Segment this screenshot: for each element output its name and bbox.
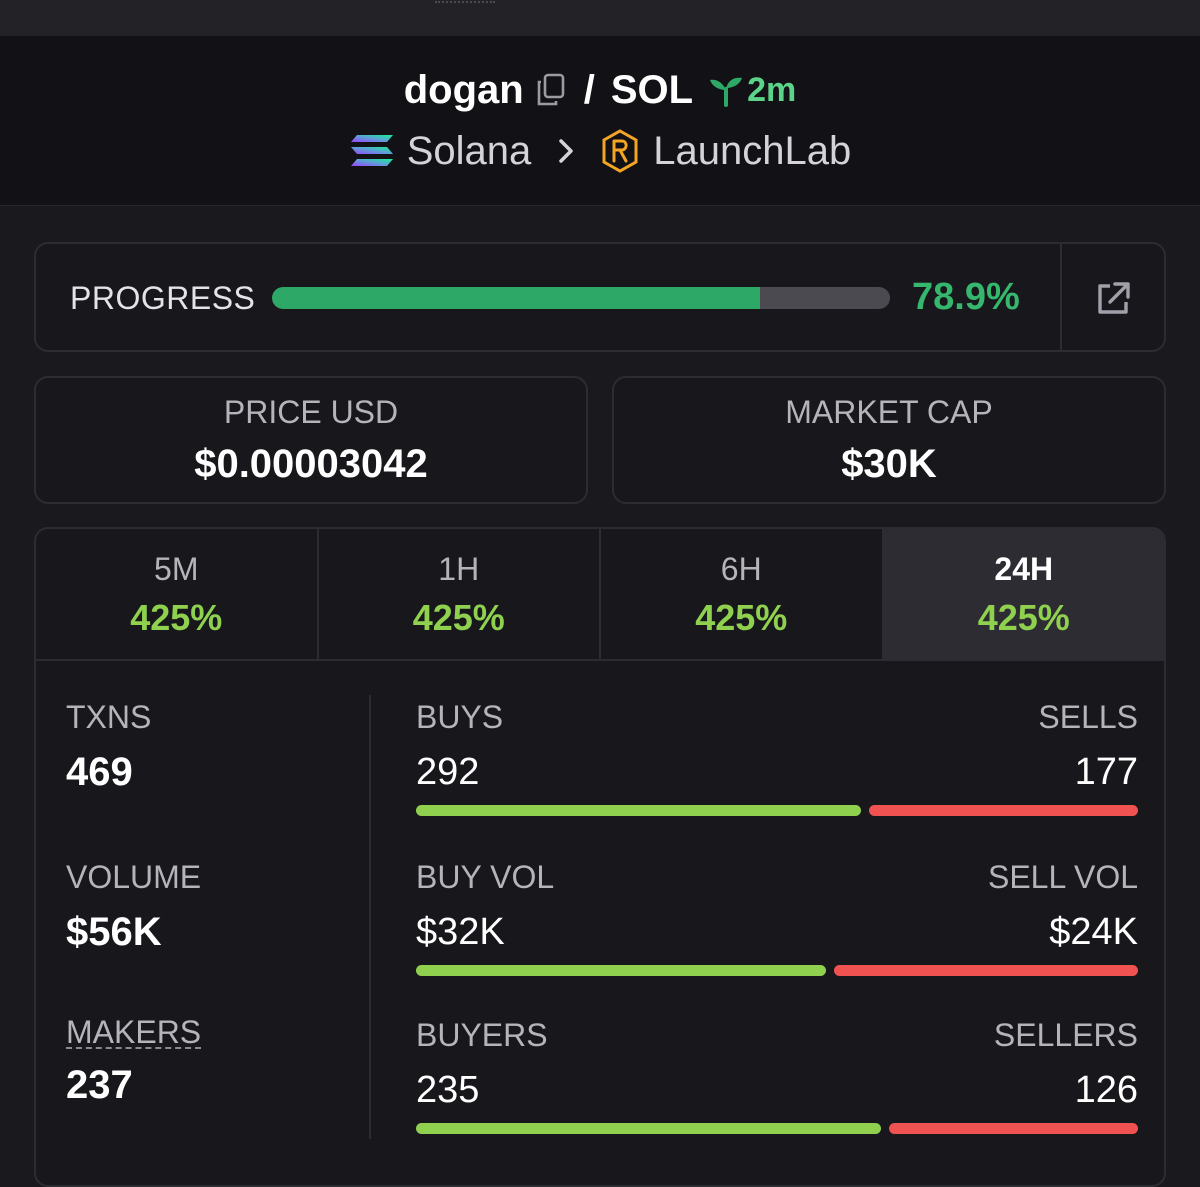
chain-name[interactable]: Solana <box>406 128 532 173</box>
sells-label: SELLS <box>1038 699 1138 735</box>
market-cap-value: $30K <box>841 442 937 486</box>
market-cap-label: MARKET CAP <box>785 394 993 430</box>
copy-icon[interactable] <box>536 73 566 107</box>
buy-vol-label: BUY VOL <box>416 859 555 895</box>
txns-stat: TXNS 469 <box>66 699 151 795</box>
sells-bar <box>869 805 1138 816</box>
tab-6h[interactable]: 6H 425% <box>601 529 884 659</box>
buy-vol-value: $32K <box>416 911 505 953</box>
tab-change: 425% <box>130 597 223 638</box>
sells-value: 177 <box>1074 751 1138 793</box>
tab-24h[interactable]: 24H 425% <box>883 529 1164 659</box>
buyers-bar <box>416 1123 881 1134</box>
metrics-card: 5M 425% 1H 425% 6H 425% 24H 425% TXNS 46… <box>34 527 1166 1187</box>
buys-label: BUYS <box>416 699 504 735</box>
divider <box>1060 244 1062 350</box>
tab-label: 5M <box>154 551 199 587</box>
price-card: PRICE USD $0.00003042 <box>34 376 588 504</box>
tab-label: 6H <box>720 551 762 587</box>
sell-vol-bar <box>834 965 1138 976</box>
tab-label: 24H <box>994 551 1054 587</box>
buys-value: 292 <box>416 751 480 793</box>
top-bar <box>0 0 1200 36</box>
pair-age: 2m <box>747 70 797 109</box>
dex-name[interactable]: LaunchLab <box>653 128 852 173</box>
sellers-label: SELLERS <box>993 1017 1138 1053</box>
price-value: $0.00003042 <box>194 442 428 486</box>
pair-header: dogan / SOL 2m Solana <box>0 36 1200 206</box>
tab-label: 1H <box>438 551 480 587</box>
progress-fill <box>272 287 760 309</box>
tab-1h[interactable]: 1H 425% <box>319 529 601 659</box>
price-label: PRICE USD <box>223 394 399 430</box>
chevron-right-icon <box>559 139 574 163</box>
volume-value: $56K <box>66 910 162 954</box>
external-link-icon[interactable] <box>1094 280 1132 318</box>
quote-token: SOL <box>610 67 694 112</box>
sell-vol-label: SELL VOL <box>987 859 1138 895</box>
sell-vol-value: $24K <box>1049 911 1138 953</box>
buys-bar <box>416 805 861 816</box>
makers-value: 237 <box>66 1063 133 1107</box>
market-cap-card: MARKET CAP $30K <box>612 376 1166 504</box>
progress-value: 78.9% <box>912 276 1020 318</box>
txns-label: TXNS <box>66 699 152 735</box>
tab-change: 425% <box>695 597 788 638</box>
pair-title: dogan / SOL 2m <box>0 64 1200 116</box>
divider <box>369 695 371 1139</box>
sprout-icon <box>710 77 743 107</box>
tab-5m[interactable]: 5M 425% <box>36 529 319 659</box>
buy-vol-bar <box>416 965 826 976</box>
buys-sells-split: BUYS SELLS 292 177 <box>416 699 1138 829</box>
volume-split: BUY VOL SELL VOL $32K $24K <box>416 859 1138 989</box>
launchlab-logo <box>602 129 638 173</box>
token-name: dogan <box>403 67 524 112</box>
buyers-value: 235 <box>416 1069 480 1111</box>
divider <box>36 659 1164 661</box>
progress-bar <box>272 287 890 309</box>
drag-handle[interactable] <box>435 0 495 3</box>
makers-stat: MAKERS 237 <box>66 1014 202 1108</box>
buyers-label: BUYERS <box>416 1017 548 1053</box>
tab-change: 425% <box>977 597 1070 638</box>
progress-label: PROGRESS <box>70 280 256 316</box>
sellers-value: 126 <box>1074 1069 1138 1111</box>
solana-logo <box>350 135 393 166</box>
breadcrumb: Solana LaunchLab <box>0 126 1200 176</box>
tab-change: 425% <box>412 597 505 638</box>
sellers-bar <box>889 1123 1138 1134</box>
pair-separator: / <box>583 67 595 112</box>
volume-label: VOLUME <box>66 859 202 895</box>
timeframe-tabs: 5M 425% 1H 425% 6H 425% 24H 425% <box>36 529 1164 659</box>
makers-split: BUYERS SELLERS 235 126 <box>416 1017 1138 1147</box>
bonding-progress-card: PROGRESS 78.9% <box>34 242 1166 352</box>
volume-stat: VOLUME $56K <box>66 859 201 955</box>
makers-label[interactable]: MAKERS <box>66 1014 202 1050</box>
txns-value: 469 <box>66 750 133 794</box>
